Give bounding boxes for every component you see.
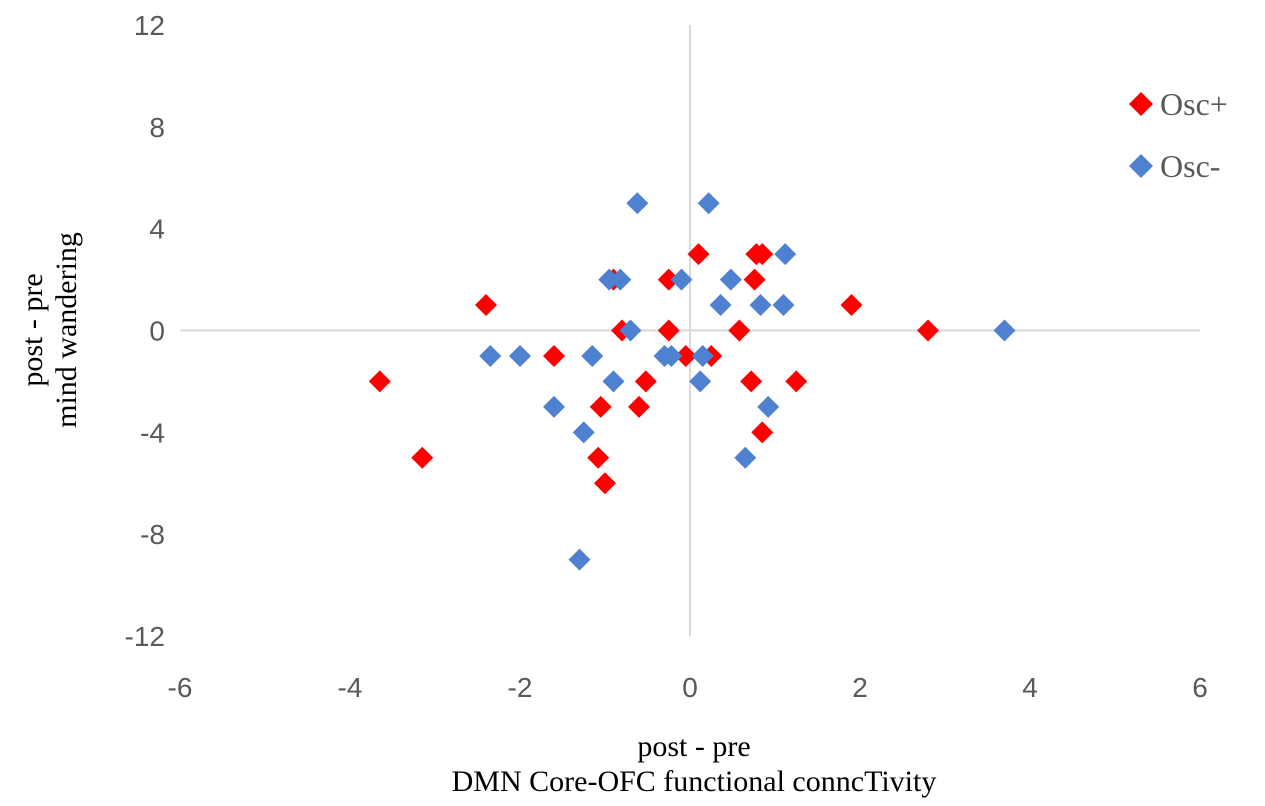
- y-axis-title: post - pre mind wandering: [16, 232, 83, 428]
- data-point: [740, 370, 763, 393]
- data-point: [993, 319, 1016, 342]
- series-osc-minus: [479, 192, 1016, 571]
- tick-labels: -6 -4 -2 0 2 4 6 -12 -8 -4 0 4 8 12: [125, 10, 1208, 703]
- data-point: [772, 294, 795, 317]
- data-point: [687, 243, 710, 266]
- data-point: [774, 243, 797, 266]
- data-point: [719, 268, 742, 291]
- legend-item-osc-plus: Osc+: [1129, 86, 1228, 122]
- data-point: [734, 446, 757, 469]
- data-point: [751, 421, 774, 444]
- data-point: [589, 395, 612, 418]
- data-point: [674, 344, 697, 367]
- y-tick-label: 8: [149, 112, 165, 143]
- data-point: [709, 294, 732, 317]
- x-tick-label: 6: [1192, 672, 1208, 703]
- y-axis-title-line2: mind wandering: [50, 232, 83, 428]
- x-tick-label: 0: [682, 672, 698, 703]
- y-tick-label: 0: [149, 316, 165, 347]
- data-point: [626, 192, 649, 215]
- y-tick-label: -4: [140, 417, 165, 448]
- data-point: [587, 446, 610, 469]
- legend-label-osc-minus: Osc-: [1160, 148, 1220, 184]
- data-point: [619, 319, 642, 342]
- data-point: [479, 344, 502, 367]
- y-tick-label: 4: [149, 214, 165, 245]
- legend-marker-osc-minus: [1129, 154, 1153, 178]
- y-axis-title-line1: post - pre: [16, 273, 49, 386]
- y-tick-label: 12: [134, 10, 165, 41]
- legend-marker-osc-plus: [1129, 92, 1153, 116]
- data-point: [697, 192, 720, 215]
- legend-label-osc-plus: Osc+: [1160, 86, 1228, 122]
- data-point: [670, 268, 693, 291]
- data-point: [475, 294, 497, 317]
- data-point: [609, 268, 632, 291]
- data-point: [572, 421, 595, 444]
- data-point: [785, 370, 808, 393]
- x-tick-label: -2: [508, 672, 533, 703]
- data-point: [368, 370, 391, 393]
- data-point: [689, 370, 712, 393]
- data-point: [728, 319, 751, 342]
- data-point: [917, 319, 939, 342]
- legend-item-osc-minus: Osc-: [1129, 148, 1220, 184]
- data-point: [602, 370, 625, 393]
- data-points: [368, 192, 1016, 571]
- x-tick-label: 4: [1022, 672, 1038, 703]
- legend: Osc+ Osc-: [1129, 86, 1228, 184]
- x-tick-label: -4: [338, 672, 363, 703]
- y-tick-label: -12: [125, 621, 165, 652]
- data-point: [581, 344, 604, 367]
- data-point: [657, 268, 680, 291]
- data-point: [628, 395, 650, 418]
- data-point: [509, 344, 531, 367]
- data-point: [543, 344, 565, 367]
- axes: [180, 25, 1200, 636]
- data-point: [594, 472, 616, 495]
- data-point: [749, 294, 772, 317]
- x-axis-title-line1: post - pre: [637, 730, 750, 763]
- y-tick-label: -8: [140, 519, 165, 550]
- data-point: [757, 395, 780, 418]
- x-tick-label: -6: [168, 672, 193, 703]
- data-point: [543, 395, 565, 418]
- data-point: [751, 243, 774, 266]
- data-point: [411, 446, 434, 469]
- x-tick-label: 2: [852, 672, 868, 703]
- data-point: [691, 344, 714, 367]
- data-point: [660, 344, 683, 367]
- data-point: [568, 548, 591, 571]
- data-point: [634, 370, 657, 393]
- series-osc-plus: [368, 243, 939, 495]
- x-axis-title-line2: DMN Core-OFC functional conncTivity: [452, 765, 937, 798]
- data-point: [840, 294, 863, 317]
- data-point: [657, 319, 680, 342]
- data-point: [598, 268, 621, 291]
- data-point: [743, 268, 766, 291]
